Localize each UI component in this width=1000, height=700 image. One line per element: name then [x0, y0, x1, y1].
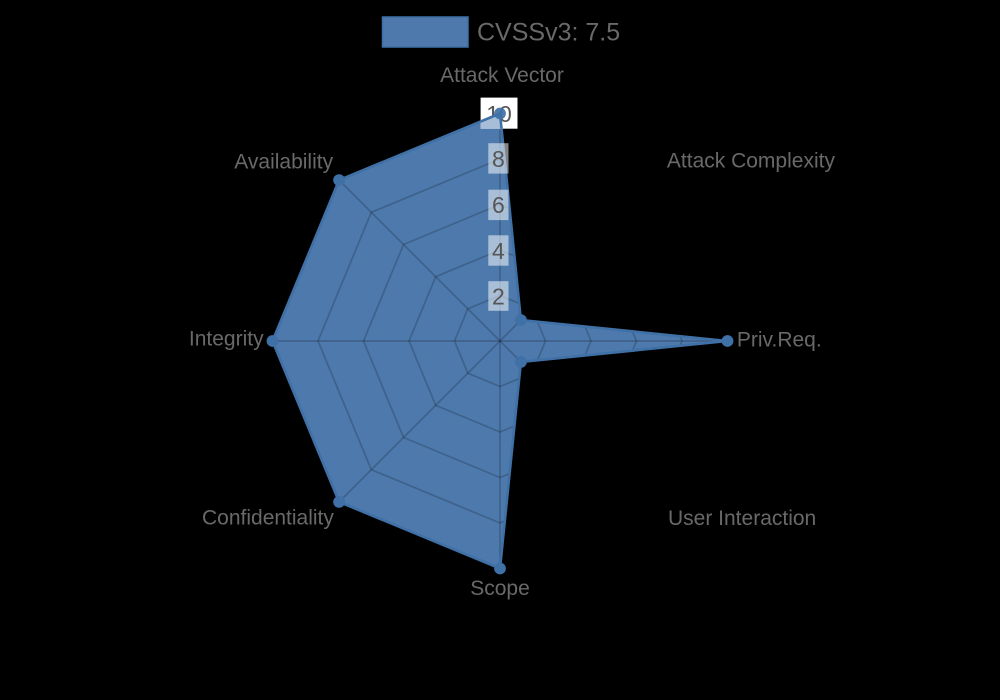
svg-text:2: 2 [492, 283, 505, 309]
svg-text:Availability: Availability [234, 150, 333, 173]
svg-text:User Interaction: User Interaction [668, 507, 816, 530]
svg-text:8: 8 [492, 146, 505, 172]
svg-text:CVSSv3: 7.5: CVSSv3: 7.5 [477, 19, 620, 47]
svg-text:4: 4 [492, 238, 505, 264]
svg-text:Confidentiality: Confidentiality [202, 507, 334, 530]
svg-text:6: 6 [492, 192, 505, 218]
svg-text:Priv.Req.: Priv.Req. [737, 329, 822, 352]
svg-text:Attack Vector: Attack Vector [440, 64, 564, 87]
svg-text:Attack Complexity: Attack Complexity [667, 150, 836, 173]
svg-text:Scope: Scope [470, 577, 530, 600]
svg-text:Integrity: Integrity [189, 327, 264, 350]
